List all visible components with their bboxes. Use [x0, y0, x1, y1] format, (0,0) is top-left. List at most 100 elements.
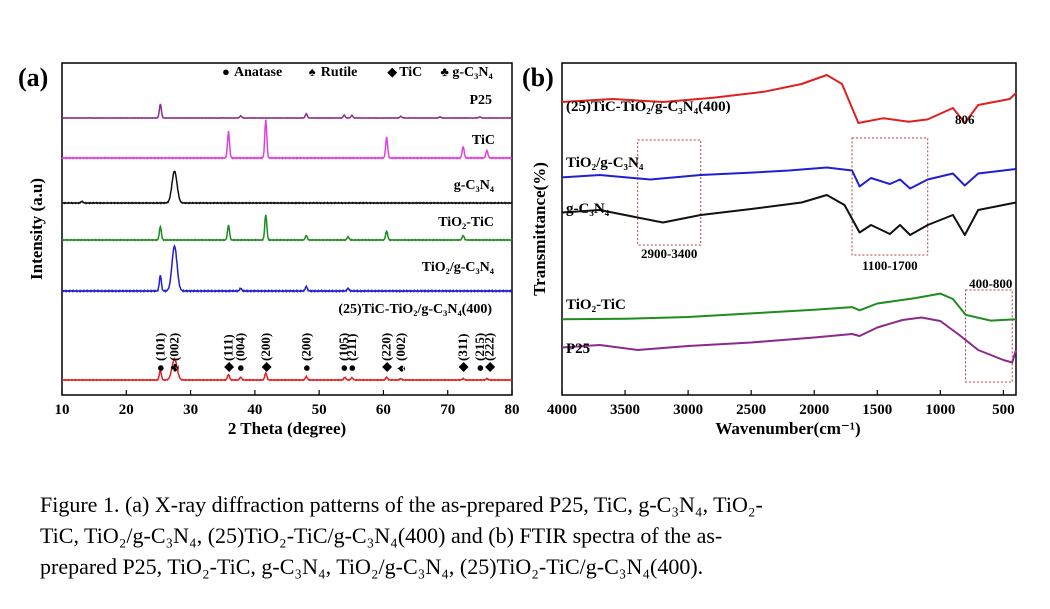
x-tick-label: 2500 [736, 402, 766, 418]
x-tick-label: 500 [992, 402, 1015, 418]
caption-line: Figure 1. (a) X-ray diffraction patterns… [40, 492, 763, 517]
ftir-y-axis-label: Transmittance(%) [530, 162, 549, 296]
peak-annotation: ♠ (002) [393, 333, 408, 372]
series-tio-g-c-n: TiO₂/g-C₃N₄ [61, 244, 513, 294]
series-p25: P25 [61, 93, 513, 120]
peak-annotation: ◆(311) [455, 334, 470, 372]
x-tick-label: 40 [247, 402, 262, 418]
x-tick-label: 30 [183, 402, 198, 418]
peak-annotation: ● (101) [152, 333, 167, 372]
highlight-region [637, 139, 702, 246]
ftir-annotations: 806 2900-3400 1100-1700 400-800 [641, 112, 1012, 291]
annotation-symbol: ● [472, 364, 487, 372]
band-annotation: 2900-3400 [641, 246, 697, 261]
xrd-y-axis-label: Intensity (a.u) [27, 178, 46, 280]
peak-annotation: ● (200) [298, 333, 313, 372]
caption-line: prepared P25, TiO₂-TiC, g-C₃N₄, TiO₂/g-C… [40, 554, 704, 579]
annotation-symbol: ● [344, 364, 359, 372]
peak-annotation: ● (004) [233, 333, 248, 372]
band-annotation: 1100-1700 [862, 258, 918, 273]
peak-annotation: ◆(222) [482, 333, 497, 372]
legend-item-anatase: ● Anatase [222, 64, 282, 80]
x-tick-label: 1500 [862, 402, 892, 418]
legend-label: Anatase [234, 65, 282, 80]
xrd-series: P25 TiC g-C₃N₄ TiO₂-TiC TiO₂/g-C₃N₄ (25)TiC-T… [61, 93, 513, 382]
annotation-symbol: ♠ [393, 365, 408, 372]
annotation-symbol: ◆ [258, 362, 273, 372]
ftir-series: (25)TiC-TiO₂/g-C₃N₄(400) TiO₂/g-C₃N₄ g-C₃N… [561, 74, 1017, 364]
x-tick-label: 10 [55, 402, 70, 418]
xrd-panel-label: (a) [18, 63, 48, 92]
xrd-peak-annotations: ●(101)♣(002)◆(111)●(004)◆(200)●(200)●(10… [152, 333, 496, 372]
annotation-symbol: ● [233, 364, 248, 372]
highlight-region [851, 137, 929, 256]
annotation-text: (105) [336, 333, 351, 361]
series-tic: TiC [61, 119, 513, 160]
annotation-text: (004) [233, 333, 248, 361]
figure: (a) Intensity (a.u) 2 Theta (degree) ● An… [18, 62, 1017, 438]
band-annotation: 806 [955, 112, 975, 127]
series-25-tic-tio-g-c-n-400: (25)TiC-TiO₂/g-C₃N₄(400) [61, 302, 513, 382]
ftir-x-axis-label: Wavenumber(cm⁻¹) [715, 419, 860, 438]
annotation-text: (200) [298, 333, 313, 361]
x-tick-label: 1000 [925, 402, 955, 418]
legend-item-rutile: ♠ Rutile [309, 64, 358, 80]
legend-item-g-c-n: ♣ g-C₃N₄ [440, 64, 493, 80]
xrd-x-ticks: 10 20 30 40 50 60 70 80 [55, 390, 520, 418]
xrd-plot-frame [61, 62, 513, 396]
series-line [61, 103, 513, 120]
series-tio-tic: TiO₂-TiC [561, 292, 1017, 322]
annotation-symbol: ♣ [167, 363, 182, 372]
legend-item-tic: ◆ TiC [387, 64, 422, 80]
series-g-c-n: g-C₃N₄ [61, 170, 513, 205]
annotation-text: (002) [167, 333, 182, 361]
xrd-x-axis-label: 2 Theta (degree) [228, 419, 346, 438]
annotation-text: (111) [221, 334, 236, 361]
series-line [561, 194, 1017, 236]
series-line [61, 214, 513, 242]
highlight-region [965, 289, 1013, 383]
x-tick-label: 20 [119, 402, 134, 418]
series-label: P25 [566, 341, 590, 357]
peak-annotation: ♣ (002) [167, 333, 182, 372]
peak-annotation: ● (211) [344, 334, 359, 372]
series-line [61, 244, 513, 294]
series-line [561, 316, 1017, 364]
annotation-symbol: ● [298, 364, 313, 372]
series-line [61, 170, 513, 205]
x-tick-label: 3500 [610, 402, 640, 418]
ftir-x-ticks: 4000 3500 3000 2500 2000 1500 1000 500 [547, 390, 1015, 418]
annotation-text: (002) [393, 333, 408, 361]
series-label: TiO₂-TiC [438, 215, 494, 230]
peak-annotation: ◆(220) [379, 333, 394, 372]
x-tick-label: 50 [312, 402, 327, 418]
series-g-c-n: g-C₃N₄ [561, 194, 1017, 236]
legend-symbol: ♣ [440, 64, 449, 79]
x-tick-label: 2000 [799, 402, 829, 418]
annotation-text: (211) [344, 334, 359, 361]
series-label: g-C₃N₄ [454, 178, 495, 193]
band-annotation: 400-800 [969, 276, 1012, 291]
annotation-text: (311) [455, 334, 470, 361]
series-line [61, 356, 513, 382]
series-label: (25)TiC-TiO₂/g-C₃N₄(400) [338, 302, 492, 317]
series-line [61, 119, 513, 160]
annotation-symbol: ● [152, 364, 167, 372]
legend-label: g-C₃N₄ [452, 65, 493, 80]
peak-annotation: ◆(111) [221, 334, 236, 372]
legend-label: TiC [399, 65, 422, 80]
annotation-symbol: ◆ [455, 362, 470, 372]
series-25-tic-tio-g-c-n-400: (25)TiC-TiO₂/g-C₃N₄(400) [561, 74, 1017, 124]
series-label: P25 [469, 93, 492, 108]
ftir-panel: (b) Transmittance(%) Wavenumber(cm⁻¹) 40… [522, 62, 1017, 438]
x-tick-label: 3000 [673, 402, 703, 418]
legend-label: Rutile [321, 65, 358, 80]
legend-symbol: ● [222, 64, 230, 79]
ftir-plot-frame [561, 62, 1017, 396]
figure-caption: Figure 1. (a) X-ray diffraction patterns… [40, 489, 1010, 582]
annotation-symbol: ◆ [221, 362, 236, 372]
ftir-panel-label: (b) [522, 63, 554, 92]
annotation-text: (200) [258, 333, 273, 361]
ftir-regions [637, 137, 1013, 383]
annotation-text: (101) [152, 333, 167, 361]
